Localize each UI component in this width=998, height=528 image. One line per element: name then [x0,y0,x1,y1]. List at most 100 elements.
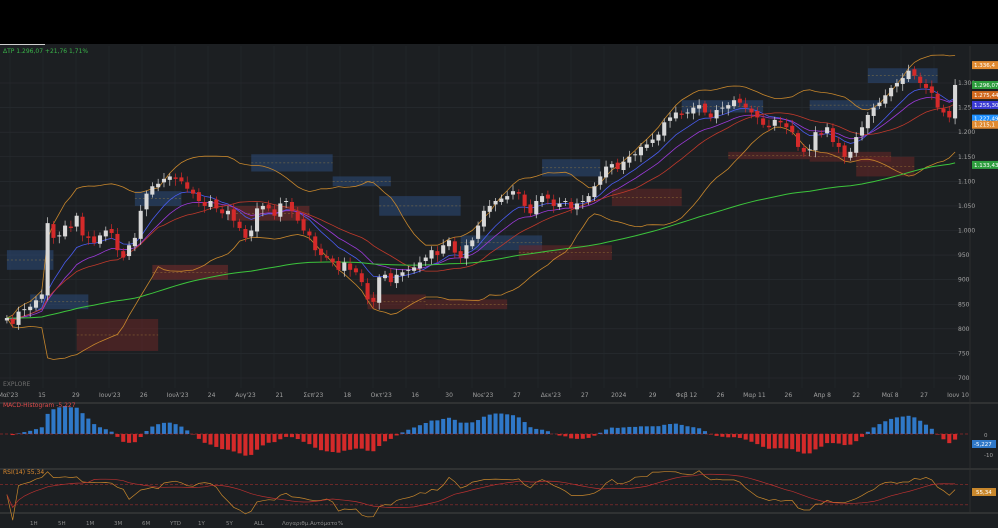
candle-body [825,127,830,134]
y-tick-label: 900 [958,277,970,284]
toolbar-item[interactable]: ALL [254,521,265,527]
macd-bar [51,409,56,434]
candle-body [638,146,644,156]
y-tick-label: 1.300 [958,80,975,87]
bottom-toolbar[interactable]: 1Η 5Η 1Μ 3Μ 6Μ YTD 1Υ 5Υ ALL Λογαριθμ. Αυτόματο% [30,520,343,527]
candle-body [615,162,620,170]
candle-body [156,183,161,188]
macd-bar [266,434,271,443]
macd-bar [621,427,626,434]
candle-body [662,122,667,136]
toolbar-item[interactable]: Αυτόματο [310,520,338,527]
candle-body [28,306,33,311]
candle-body [871,107,876,116]
macd-bar [301,434,306,442]
macd-bar [476,420,481,434]
macd-bar [859,434,865,437]
candle-body [633,154,638,156]
macd-bar [127,434,132,443]
toolbar-item[interactable]: % [338,521,343,527]
candle-body [574,203,580,210]
rsi-panel[interactable]: 55,34 [0,470,996,521]
macd-bar [889,418,894,434]
candle-body [755,111,760,118]
candle-body [266,204,271,209]
candle-body [813,132,818,151]
x-tick-label: 15 [38,392,46,399]
candle-body [16,311,21,325]
macd-bar [452,419,457,434]
x-tick-label: Απρ 8 [814,392,831,399]
toolbar-item[interactable]: 5Η [58,521,66,527]
candle-body [371,297,376,302]
candle-body [545,194,550,199]
macd-bar [39,427,44,434]
ticker-info: ΔΤΡ 1.296,07 +21,76 1,71% [3,48,88,55]
candle-body [249,230,254,237]
y-tick-label: 950 [958,252,970,259]
candle-body [790,125,795,133]
macd-bar [778,434,783,449]
candle-body [516,192,521,194]
macd-bar [638,426,644,434]
macd-bar [830,434,835,444]
price-axis[interactable]: 1.300 1.250 1.200 1.150 1.100 1.050 1.000 950 90… [958,80,975,382]
macd-bar [330,434,335,452]
candle-body [918,76,923,83]
candle-body [394,274,399,284]
candle-body [476,225,481,239]
candle-body [877,102,882,107]
macd-bar [16,433,21,434]
macd-bar [673,423,678,434]
candle-body [173,177,178,179]
toolbar-item[interactable]: 3Μ [114,521,122,527]
candle-body [848,151,853,158]
toolbar-item[interactable]: 1Μ [86,521,94,527]
sma-200-line [6,162,956,319]
macd-bar [668,424,673,434]
candle-body [772,119,777,126]
candle-body [592,186,597,198]
toolbar-item[interactable]: 5Υ [226,521,233,527]
candle-body [115,233,120,251]
toolbar-item[interactable]: YTD [169,521,181,527]
candle-body [255,208,260,232]
y-tick-label: 1.050 [958,203,975,210]
macd-bar [394,434,399,436]
macd-bar [45,413,50,434]
candle-body [191,189,196,194]
macd-bar [138,434,143,437]
price-badge-label: 1.275,44 [974,93,998,99]
candle-body [22,309,27,311]
candle-body [563,201,568,202]
candle-body [795,133,801,147]
macd-tick-label: -10 [984,453,993,459]
candle-body [551,199,556,206]
macd-bar [912,417,917,434]
y-tick-label: 850 [958,301,970,308]
candle-body [225,210,230,215]
candlesticks [4,64,958,330]
toolbar-item[interactable]: 1Η [30,521,38,527]
x-tick-label: 24 [208,392,216,399]
ema-mid-line [6,96,956,320]
x-tick-label: Δεκ'23 [541,392,561,399]
x-tick-label: Ιουν'23 [99,392,121,399]
macd-bar [807,434,812,454]
rsi-badge [972,488,996,496]
macd-bar [615,427,620,434]
toolbar-item[interactable]: 1Υ [198,521,205,527]
macd-panel[interactable]: -5,227 0 -10 [0,406,996,459]
time-axis[interactable]: Μαϊ'23 15 29 Ιουν'23 26 Ιουλ'23 24 Αυγ'23 21 Σεπ'… [0,392,969,399]
price-badge [972,100,998,109]
macd-bar [388,434,393,439]
candle-body [132,237,137,247]
macd-bar [220,434,225,450]
toolbar-item[interactable]: 6Μ [142,521,150,527]
toolbar-item[interactable]: Λογαριθμ. [282,521,310,527]
macd-bar [516,417,521,434]
macd-bar [313,434,318,448]
macd-bar [656,426,661,434]
macd-bar [848,434,853,445]
